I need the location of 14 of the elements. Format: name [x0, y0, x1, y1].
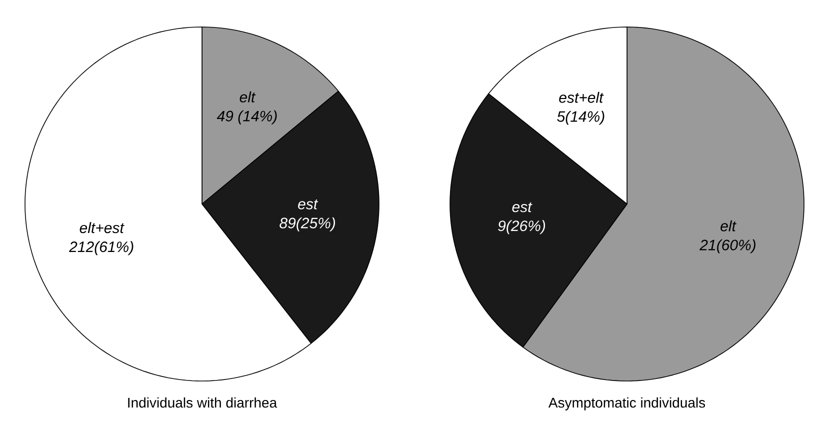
- text: Asymptomatic individuals: [548, 397, 706, 410]
- slice-label: elt: [240, 91, 256, 102]
- data-label: 5(14%): [557, 110, 604, 125]
- slice-label: est: [298, 200, 318, 210]
- slice-label: elt+est: [80, 222, 124, 234]
- text: Individuals with diarrhea: [128, 397, 278, 408]
- data-label: 21(60%): [700, 239, 756, 254]
- slice-label: est: [512, 202, 532, 212]
- data-label: 212(61%): [68, 241, 134, 256]
- slice-label: est+elt: [559, 92, 604, 103]
- data-label: 89(25%): [280, 217, 336, 232]
- slice-label: elt: [720, 220, 736, 232]
- data-label: 49 (14%): [216, 110, 277, 124]
- data-label: 9(26%): [498, 220, 546, 234]
